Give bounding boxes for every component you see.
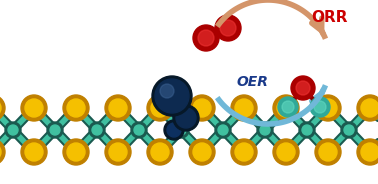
Circle shape: [282, 101, 294, 113]
Circle shape: [341, 122, 357, 138]
Circle shape: [0, 139, 5, 165]
Circle shape: [235, 99, 253, 117]
Circle shape: [0, 143, 1, 161]
Circle shape: [193, 25, 219, 51]
Circle shape: [21, 95, 47, 121]
Circle shape: [361, 143, 378, 161]
Circle shape: [0, 95, 5, 121]
Circle shape: [167, 123, 181, 137]
Circle shape: [25, 143, 43, 161]
Circle shape: [299, 122, 315, 138]
Circle shape: [193, 143, 211, 161]
Circle shape: [47, 122, 63, 138]
Circle shape: [357, 95, 378, 121]
Circle shape: [278, 97, 298, 117]
Circle shape: [315, 95, 341, 121]
Circle shape: [67, 143, 85, 161]
Circle shape: [357, 139, 378, 165]
Circle shape: [5, 122, 21, 138]
Circle shape: [176, 125, 186, 135]
Circle shape: [176, 108, 196, 128]
Circle shape: [291, 76, 315, 100]
Circle shape: [147, 139, 173, 165]
Circle shape: [257, 122, 273, 138]
Circle shape: [155, 79, 189, 113]
Circle shape: [160, 84, 174, 98]
Circle shape: [218, 125, 228, 135]
Circle shape: [50, 125, 60, 135]
Circle shape: [109, 143, 127, 161]
Circle shape: [0, 99, 1, 117]
Circle shape: [273, 95, 299, 121]
Circle shape: [134, 125, 144, 135]
Circle shape: [220, 20, 236, 36]
Circle shape: [296, 81, 310, 95]
Circle shape: [164, 120, 184, 140]
Circle shape: [235, 143, 253, 161]
Circle shape: [273, 139, 299, 165]
Text: ORR: ORR: [312, 10, 348, 26]
Circle shape: [260, 125, 270, 135]
Circle shape: [193, 99, 211, 117]
Circle shape: [310, 97, 330, 117]
Circle shape: [25, 99, 43, 117]
Circle shape: [189, 139, 215, 165]
Circle shape: [147, 95, 173, 121]
Circle shape: [131, 122, 147, 138]
Circle shape: [152, 76, 192, 116]
Circle shape: [198, 30, 214, 46]
Circle shape: [361, 99, 378, 117]
Circle shape: [215, 122, 231, 138]
Circle shape: [319, 143, 337, 161]
Circle shape: [344, 125, 354, 135]
Circle shape: [21, 139, 47, 165]
Circle shape: [277, 143, 295, 161]
Circle shape: [314, 101, 326, 113]
Circle shape: [92, 125, 102, 135]
Circle shape: [231, 95, 257, 121]
Circle shape: [67, 99, 85, 117]
Circle shape: [302, 125, 312, 135]
Circle shape: [231, 139, 257, 165]
Circle shape: [277, 99, 295, 117]
Circle shape: [189, 95, 215, 121]
Circle shape: [173, 122, 189, 138]
Circle shape: [63, 139, 89, 165]
Circle shape: [63, 95, 89, 121]
Circle shape: [109, 99, 127, 117]
Text: OER: OER: [236, 75, 268, 89]
Circle shape: [105, 139, 131, 165]
Circle shape: [89, 122, 105, 138]
Circle shape: [315, 139, 341, 165]
Circle shape: [151, 143, 169, 161]
Circle shape: [173, 105, 199, 131]
Circle shape: [319, 99, 337, 117]
Circle shape: [105, 95, 131, 121]
Circle shape: [151, 99, 169, 117]
Circle shape: [8, 125, 18, 135]
Circle shape: [215, 15, 241, 41]
